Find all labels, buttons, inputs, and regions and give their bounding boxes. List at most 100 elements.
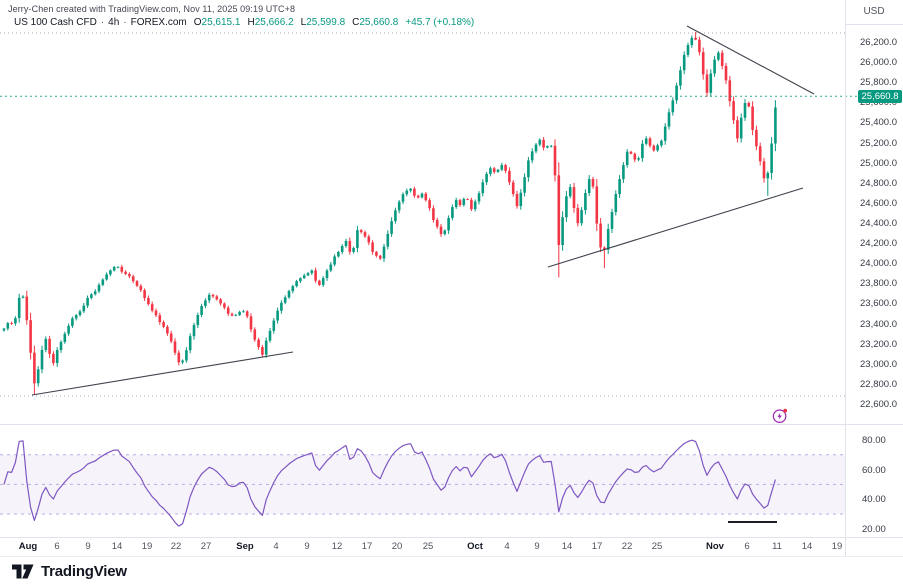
candle-body <box>139 285 143 291</box>
time-axis-label-6: 6 <box>744 541 750 552</box>
candle-body <box>534 144 538 152</box>
tradingview-logo[interactable]: TradingView <box>12 560 127 582</box>
candle-body <box>656 145 659 151</box>
candle-body <box>728 80 732 102</box>
flash-icon[interactable] <box>771 407 789 425</box>
candle-body <box>124 271 127 274</box>
candle-body <box>48 338 51 354</box>
oscillator-axis-label: 80.00 <box>862 435 886 446</box>
candle-body <box>709 73 713 93</box>
candle-body <box>359 230 363 233</box>
candle-body <box>264 340 268 355</box>
candle-body <box>766 172 770 179</box>
candle-body <box>116 266 120 268</box>
time-axis-label-14: 14 <box>561 541 573 552</box>
candle-body <box>333 256 336 265</box>
candle-body <box>321 278 325 285</box>
candle-body <box>739 117 743 139</box>
candle-body <box>112 266 116 271</box>
candle-body <box>223 303 226 308</box>
candle-body <box>690 37 694 46</box>
candle-body <box>500 165 504 170</box>
candle-body <box>280 302 283 311</box>
candle-body <box>147 298 150 305</box>
price-axis-label: 25,600.0 <box>860 97 897 109</box>
time-axis-label-oct: Oct <box>467 541 483 552</box>
candle-body <box>652 145 656 151</box>
candle-body <box>367 236 371 243</box>
candle-body <box>473 201 477 210</box>
candle-body <box>538 139 542 145</box>
candle-body <box>470 199 473 210</box>
candle-body <box>618 179 621 195</box>
candle-body <box>758 146 762 162</box>
candle-body <box>109 270 112 275</box>
time-axis-label-11: 11 <box>772 541 782 552</box>
candle-body <box>504 165 507 171</box>
symbol-legend[interactable]: US 100 Cash CFD · 4h · FOREX.com O25,615.1 H25… <box>14 17 474 28</box>
candle-body <box>637 158 640 160</box>
candle-body <box>420 193 424 198</box>
time-axis-label-19: 19 <box>831 541 843 552</box>
candle-body <box>204 300 207 307</box>
support-line-aug-sep[interactable] <box>31 351 294 396</box>
candle-body <box>542 139 545 148</box>
candle-body <box>158 315 162 323</box>
price-axis-label: 24,000.0 <box>860 258 897 270</box>
candle-body <box>762 161 766 179</box>
candle-body <box>435 219 439 227</box>
price-axis-label: 24,200.0 <box>860 238 897 250</box>
time-axis-label-sep: Sep <box>236 541 254 552</box>
candle-body <box>74 315 78 319</box>
candle-body <box>200 306 203 316</box>
oscillator-axis-label: 20.00 <box>862 523 886 535</box>
candle-body <box>287 291 291 298</box>
ohlc-letter: L <box>300 17 307 28</box>
candle-body <box>397 201 401 211</box>
candle-body <box>302 275 306 279</box>
support-line-oct-nov[interactable] <box>547 187 804 268</box>
time-axis-label-25: 25 <box>422 541 434 552</box>
candle-body <box>10 323 13 324</box>
time-axis-label-22: 22 <box>170 541 182 552</box>
time-axis[interactable]: Aug 6 9 14 19 22 27 Sep 4 9 12 17 20 25 Oct 4 9 14 17 22 25 N… <box>0 537 845 556</box>
candle-body <box>413 188 416 196</box>
candle-body <box>63 333 67 342</box>
candle-body <box>549 145 553 147</box>
resistance-line-nov[interactable] <box>686 25 815 95</box>
candle-body <box>120 266 124 272</box>
candle-body <box>33 352 36 384</box>
oscillator-axis[interactable]: 80.00 60.00 40.00 20.00 <box>0 425 903 537</box>
rsi-line <box>3 439 776 527</box>
candle-body <box>150 304 154 311</box>
time-axis-label-14: 14 <box>801 541 813 552</box>
time-axis-label-9: 9 <box>304 541 310 552</box>
candle-body <box>774 107 777 144</box>
candle-body <box>230 313 234 316</box>
candle-body <box>185 350 188 361</box>
last-price-badge: 25,660.8 <box>858 89 902 103</box>
candle-body <box>71 318 74 326</box>
time-axis-label-4: 4 <box>504 541 510 552</box>
currency-label: USD <box>863 6 885 17</box>
legend-separator: · <box>123 17 127 28</box>
candle-body <box>663 126 667 141</box>
candle-body <box>90 294 93 298</box>
candle-body <box>610 212 614 229</box>
candle-body <box>196 315 200 326</box>
price-axis-label: 25,800.0 <box>860 77 897 89</box>
candle-body <box>249 316 253 330</box>
price-axis-label: 23,800.0 <box>860 278 897 290</box>
candle-body <box>261 347 264 355</box>
price-axis[interactable]: 26,200.0 26,000.0 25,800.0 25,600.0 25,400.0… <box>0 0 903 424</box>
candle-body <box>21 296 25 298</box>
candle-body <box>378 255 382 259</box>
candle-body <box>409 188 412 191</box>
candle-body <box>667 112 671 127</box>
candle-body <box>523 177 526 193</box>
candle-body <box>466 199 469 200</box>
candle-body <box>177 352 181 363</box>
candle-body <box>481 182 485 194</box>
candle-body <box>386 233 390 247</box>
